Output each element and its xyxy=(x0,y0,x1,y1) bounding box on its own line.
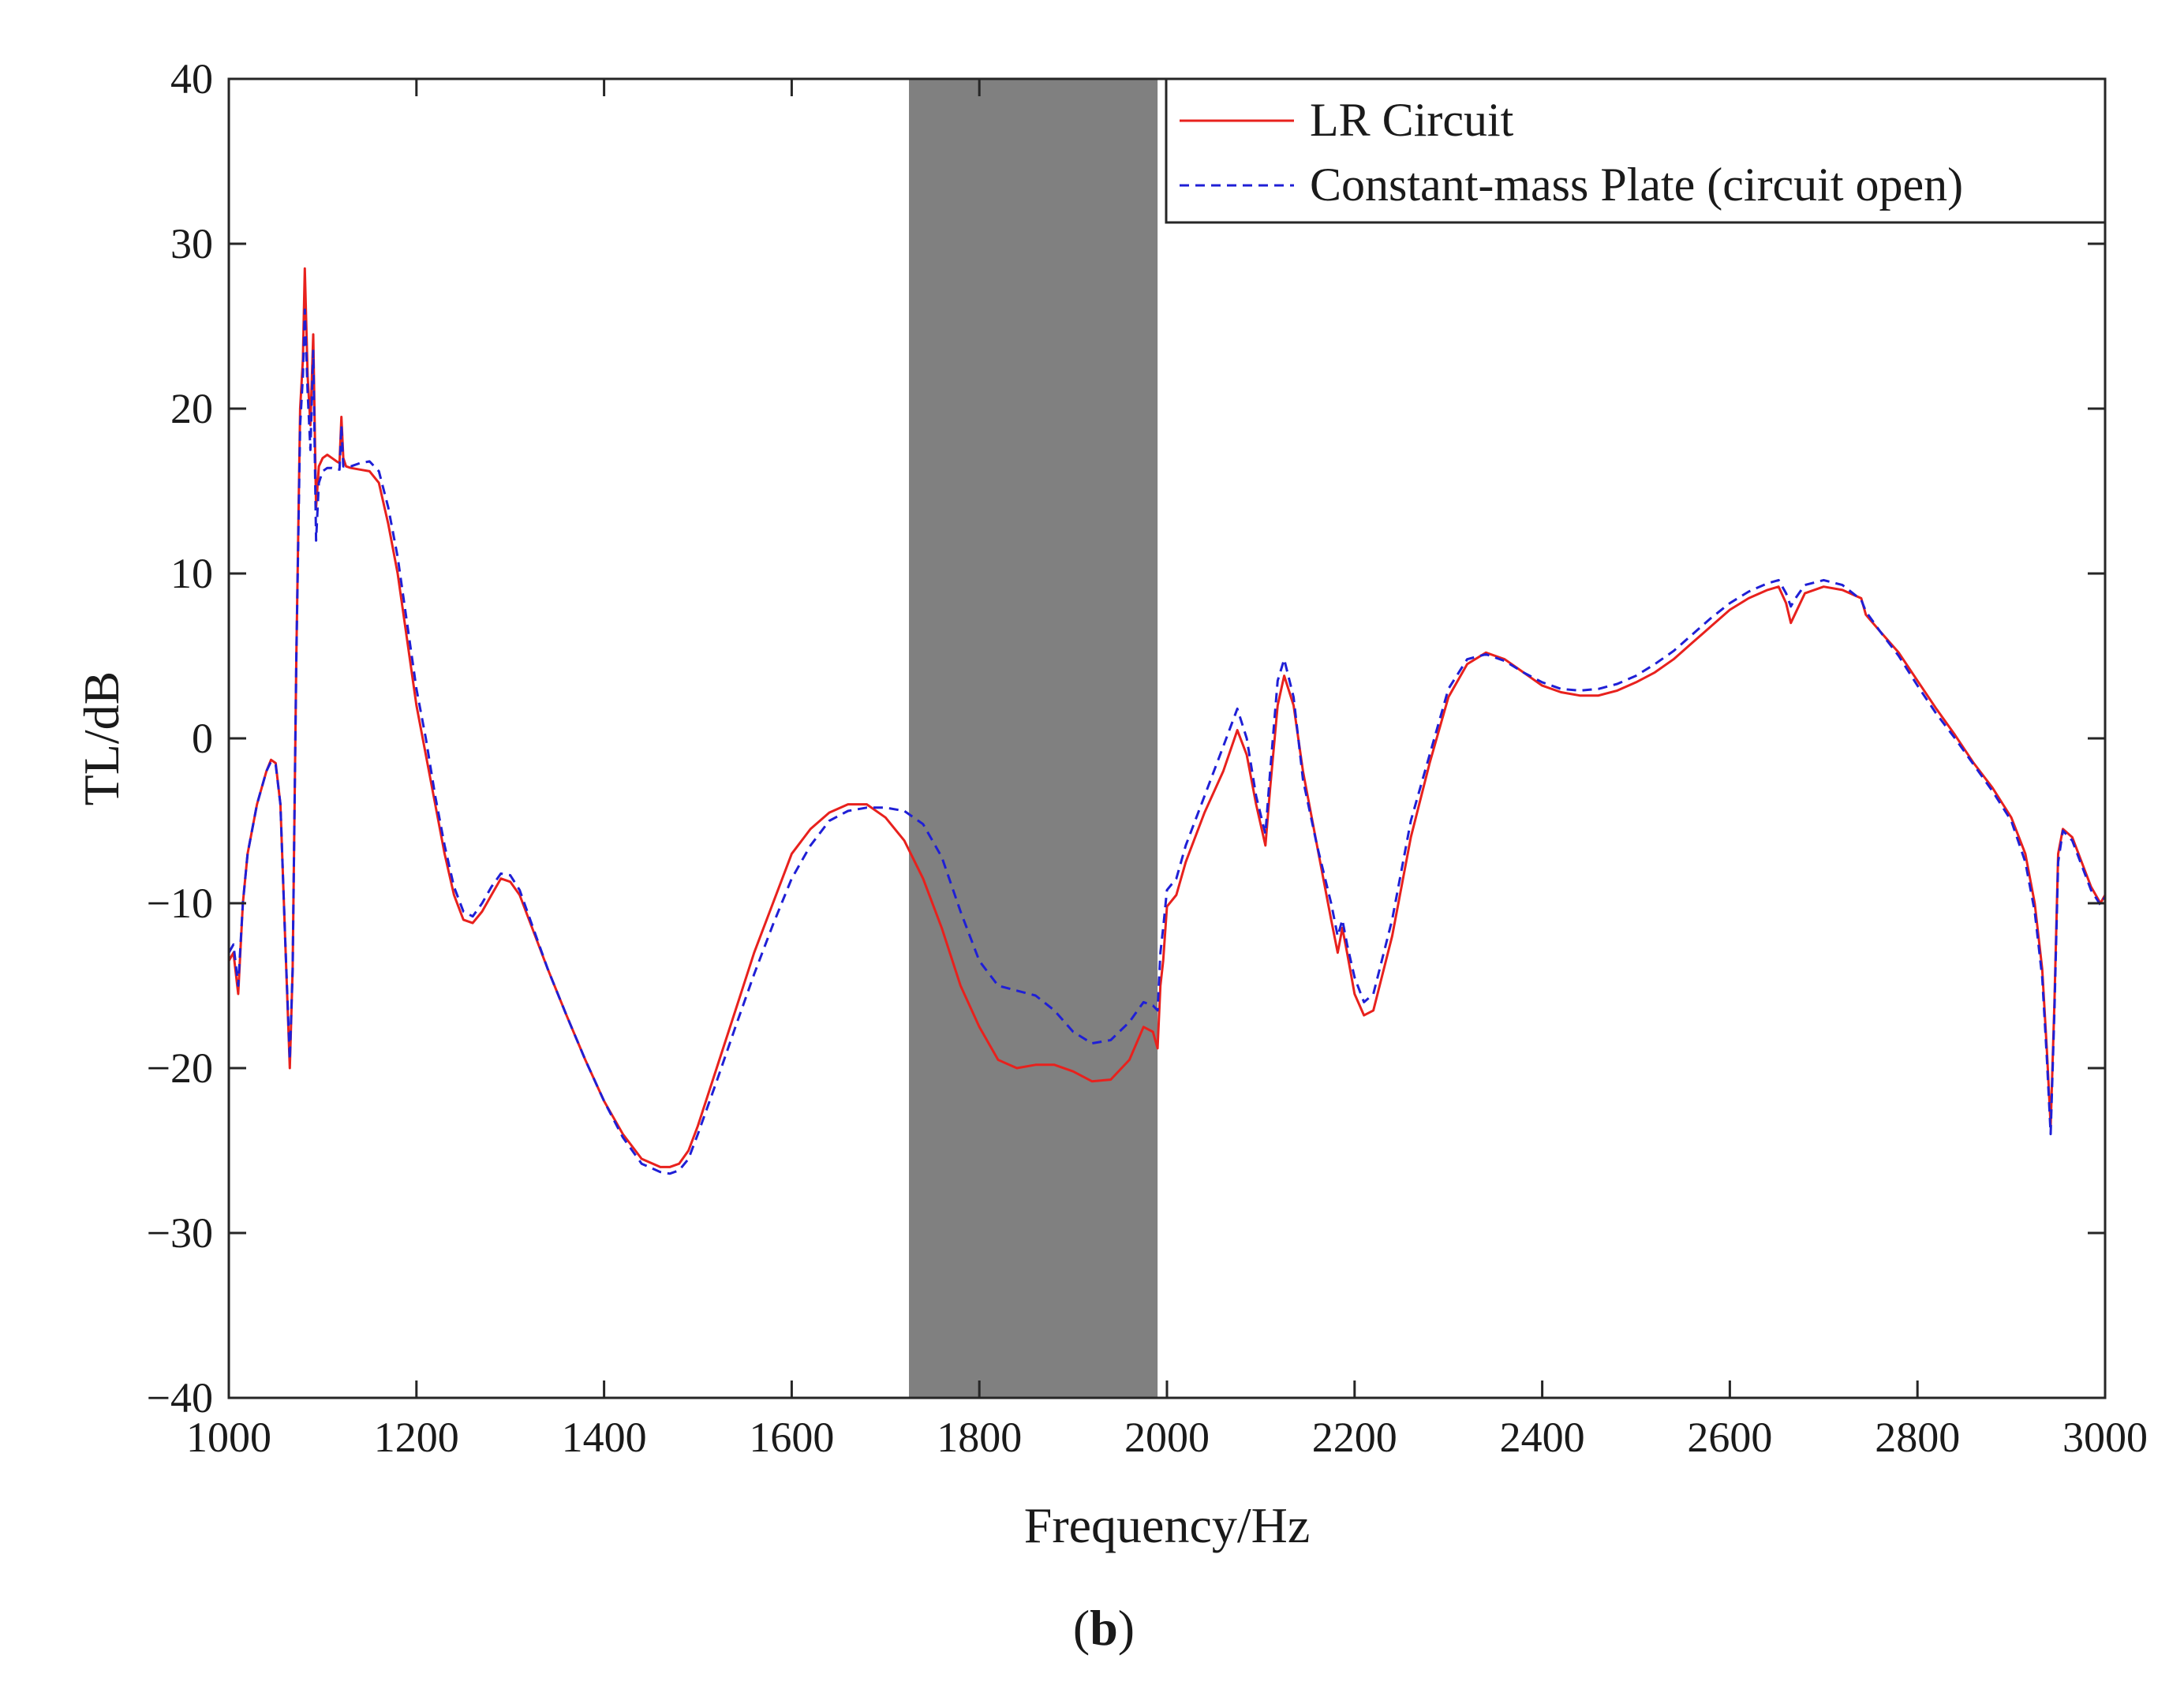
y-axis-label: TL/dB xyxy=(73,671,129,806)
x-tick-label: 2400 xyxy=(1500,1414,1585,1461)
caption-open-paren: ( xyxy=(1073,1600,1090,1656)
shaded-band xyxy=(909,79,1158,1398)
x-tick-label: 1000 xyxy=(186,1414,271,1461)
y-tick-label: −20 xyxy=(147,1044,213,1092)
y-tick-label: −40 xyxy=(147,1374,213,1422)
series-line-constant-mass-plate-circuit-open xyxy=(229,308,2105,1175)
x-tick-label: 2200 xyxy=(1312,1414,1397,1461)
x-tick-label: 1600 xyxy=(749,1414,834,1461)
x-tick-label: 1400 xyxy=(562,1414,647,1461)
y-tick-label: 40 xyxy=(170,55,213,103)
tick-layer: 1000 1200 1400 1600 1800 2000 2200 2400 2600 2800… xyxy=(147,55,2148,1461)
figure-caption: (b) xyxy=(1073,1600,1135,1656)
x-axis-label: Frequency/Hz xyxy=(1024,1497,1311,1553)
x-tick-label: 3000 xyxy=(2062,1414,2148,1461)
y-tick-label: 10 xyxy=(170,550,213,597)
y-tick-label: 30 xyxy=(170,220,213,267)
series-line-lr-circuit xyxy=(229,267,2105,1168)
x-tick-label: 2800 xyxy=(1875,1414,1960,1461)
x-tick-label: 2600 xyxy=(1687,1414,1772,1461)
shaded-band-layer xyxy=(909,79,1158,1398)
y-tick-label: 0 xyxy=(192,715,213,762)
legend-box xyxy=(1165,77,2107,224)
caption-letter: b xyxy=(1090,1600,1118,1656)
series-layer xyxy=(229,267,2105,1175)
legend-label-lr-circuit: LR Circuit xyxy=(1310,94,1514,146)
y-tick-label: −10 xyxy=(147,880,213,927)
legend-label-constant-mass-plate: Constant-mass Plate (circuit open) xyxy=(1310,159,1963,211)
y-tick-label: −30 xyxy=(147,1209,213,1257)
y-tick-label: 20 xyxy=(170,385,213,432)
x-tick-label: 2000 xyxy=(1124,1414,1210,1461)
plot-background xyxy=(229,79,2105,1398)
legend: LR Circuit Constant-mass Plate (circuit … xyxy=(1165,77,2107,224)
x-tick-label: 1200 xyxy=(374,1414,459,1461)
caption-close-paren: ) xyxy=(1118,1600,1135,1656)
x-tick-label: 1800 xyxy=(937,1414,1022,1461)
